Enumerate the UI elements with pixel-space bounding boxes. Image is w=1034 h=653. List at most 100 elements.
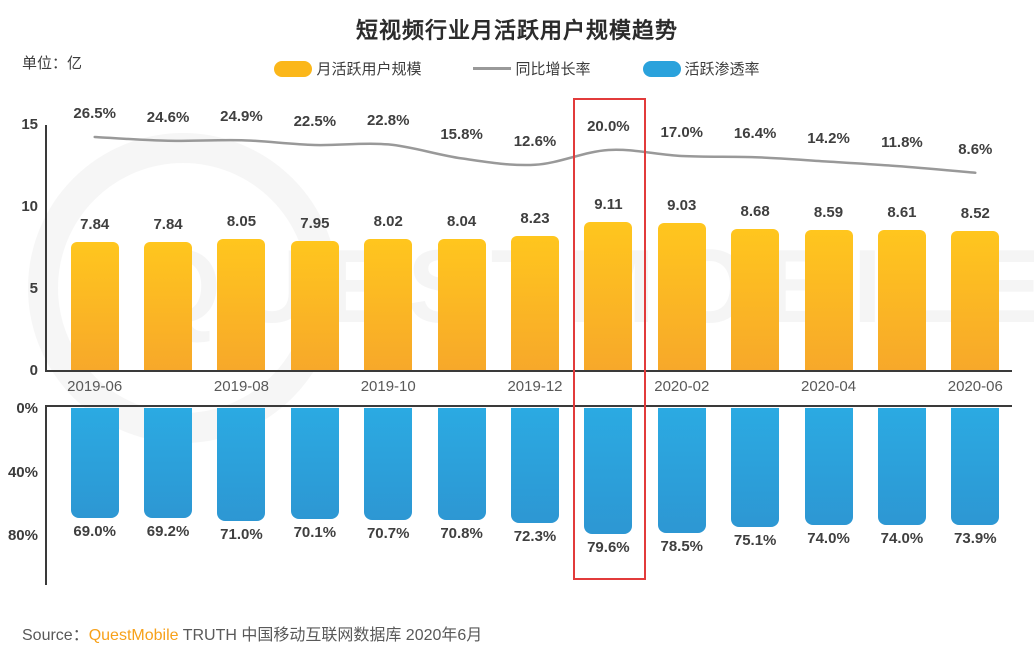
penetration-value-label: 71.0% <box>220 525 263 543</box>
penetration-bar <box>877 408 926 526</box>
penetration-bar <box>657 408 706 533</box>
mau-value-label: 8.68 <box>740 202 770 220</box>
penetration-value-label: 79.6% <box>587 539 630 557</box>
mau-bar <box>144 242 193 371</box>
mau-value-label: 8.02 <box>373 213 403 231</box>
mau-bar <box>70 242 119 371</box>
legend-item-0: 月活跃用户规模 <box>274 58 421 79</box>
bottom-y-tick: 0% <box>16 400 38 417</box>
growth-rate-label: 14.2% <box>807 129 850 147</box>
legend-item-1: 同比增长率 <box>473 58 591 79</box>
legend-swatch-bar <box>642 60 681 77</box>
growth-rate-label: 11.8% <box>881 134 923 152</box>
x-axis-date-label: 2020-04 <box>801 378 857 395</box>
legend-label: 活跃渗透率 <box>684 61 760 78</box>
x-axis-date-label: 2019-12 <box>507 378 563 395</box>
penetration-value-label: 72.3% <box>513 527 557 545</box>
penetration-value-label: 70.7% <box>366 525 410 543</box>
mau-value-label: 9.11 <box>594 195 623 213</box>
mau-bar <box>657 222 706 371</box>
x-axis-date-label: 2020-06 <box>947 378 1003 395</box>
penetration-bar <box>364 408 413 521</box>
penetration-value-label: 69.0% <box>73 522 116 540</box>
mau-value-label: 7.84 <box>153 216 183 234</box>
mau-value-label: 7.84 <box>80 216 110 234</box>
penetration-bar <box>290 408 339 520</box>
chart-title: 短视频行业月活跃用户规模趋势 <box>355 18 678 43</box>
penetration-value-label: 78.5% <box>660 537 704 555</box>
legend: 月活跃用户规模 同比增长率 活跃渗透率 <box>0 58 1034 79</box>
x-axis-date-label: 2020-02 <box>654 378 710 395</box>
highlight-box <box>572 98 647 580</box>
penetration-value-label: 75.1% <box>733 532 777 550</box>
penetration-value-label: 74.0% <box>807 530 850 548</box>
growth-rate-label: 22.5% <box>293 113 337 130</box>
bottom-y-tick: 40% <box>7 463 38 481</box>
mau-value-label: 8.59 <box>813 204 844 222</box>
mau-value-label: 8.04 <box>447 213 477 231</box>
legend-item-2: 活跃渗透率 <box>642 58 760 79</box>
penetration-value-label: 74.0% <box>880 530 924 548</box>
x-axis-date-label: 2019-10 <box>360 378 416 395</box>
mau-bar <box>731 228 780 371</box>
legend-label: 月活跃用户规模 <box>316 61 422 78</box>
source-brand: QuestMobile <box>88 627 179 644</box>
bottom-chart-top-axis-line <box>45 405 1012 407</box>
top-chart-y-axis-line <box>45 125 47 371</box>
growth-rate-label: 20.0% <box>587 118 630 135</box>
mau-bar <box>804 230 853 371</box>
penetration-value-label: 70.8% <box>440 525 483 543</box>
penetration-bar <box>804 408 853 526</box>
mau-bar <box>877 229 926 371</box>
penetration-value-label: 70.1% <box>293 524 337 542</box>
legend-swatch-line <box>473 67 512 70</box>
mau-value-label: 8.52 <box>960 205 990 223</box>
penetration-bar <box>951 408 1000 526</box>
top-y-tick: 15 <box>21 116 38 133</box>
growth-rate-label: 12.6% <box>513 132 557 150</box>
source-prefix: Source： <box>22 627 89 644</box>
penetration-bar <box>731 408 780 528</box>
penetration-value-label: 73.9% <box>954 530 997 548</box>
legend-swatch-bar <box>274 60 313 77</box>
mau-value-label: 9.03 <box>667 196 697 214</box>
mau-bar <box>584 221 633 371</box>
top-y-tick: 0 <box>29 362 38 379</box>
growth-rate-label: 15.8% <box>440 126 483 144</box>
mau-bar <box>951 231 1000 371</box>
growth-rate-label: 8.6% <box>958 140 993 158</box>
top-y-tick: 5 <box>29 280 38 297</box>
source-suffix: TRUTH 中国移动互联网数据库 2020年6月 <box>178 627 483 644</box>
mau-value-label: 8.05 <box>226 212 257 230</box>
mau-bar <box>217 238 266 371</box>
growth-rate-line <box>93 135 977 175</box>
growth-rate-label: 24.9% <box>220 108 263 126</box>
x-axis-date-label: 2019-06 <box>67 378 123 395</box>
mau-value-label: 8.61 <box>887 203 917 221</box>
mau-bar <box>290 240 339 371</box>
penetration-bar <box>584 408 633 535</box>
growth-rate-label: 24.6% <box>146 108 190 126</box>
source-line: Source：QuestMobile TRUTH 中国移动互联网数据库 2020… <box>22 621 482 645</box>
penetration-bar <box>70 408 119 518</box>
growth-rate-label: 22.8% <box>366 112 410 130</box>
bottom-y-tick: 80% <box>7 527 38 544</box>
penetration-bar <box>217 408 266 521</box>
mau-value-label: 8.23 <box>520 210 550 228</box>
legend-label: 同比增长率 <box>515 61 591 78</box>
penetration-bar <box>511 408 559 523</box>
mau-value-label: 7.95 <box>300 214 330 232</box>
x-axis-date-label: 2019-08 <box>213 378 269 395</box>
mau-bar <box>364 239 413 371</box>
growth-rate-label: 16.4% <box>733 125 777 143</box>
bottom-chart-y-axis-line <box>45 405 47 585</box>
top-y-tick: 10 <box>21 198 38 215</box>
penetration-bar <box>144 408 193 518</box>
mau-bar <box>511 236 559 371</box>
penetration-bar <box>437 408 486 521</box>
mau-bar <box>437 239 486 371</box>
penetration-value-label: 69.2% <box>146 522 190 540</box>
growth-rate-label: 17.0% <box>660 124 704 141</box>
growth-rate-label: 26.5% <box>73 105 116 122</box>
